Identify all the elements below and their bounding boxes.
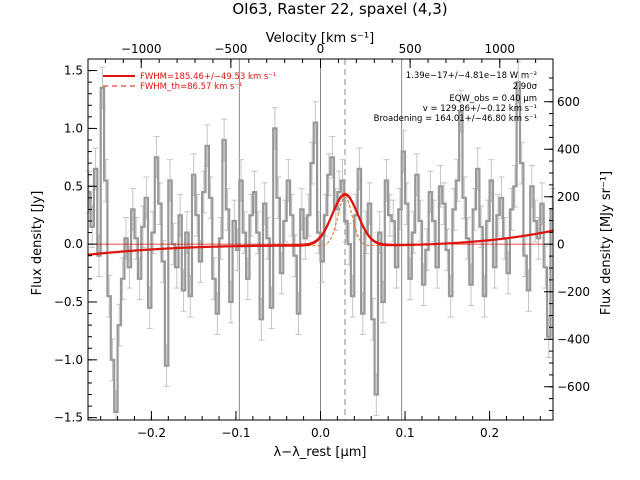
x-axis-label: λ−λ_rest [μm] (274, 445, 367, 460)
top-tick-label: −1000 (121, 42, 162, 56)
legend-label-theoretical: FWHM_th=86.57 km s⁻¹ (140, 82, 242, 92)
right-tick-label: −200 (557, 285, 590, 299)
right-tick-label: 400 (557, 142, 580, 156)
annotation-significance: 2.90σ (513, 82, 538, 92)
annotation-eqw: EQW_obs = 0.40 μm (449, 94, 537, 104)
right-axis-label: Flux density [MJy sr⁻¹] (599, 171, 614, 315)
y-tick-label: −1.0 (54, 353, 83, 367)
y-tick-label: 1.5 (64, 64, 83, 78)
right-tick-label: −400 (557, 332, 590, 346)
chart-title: OI63, Raster 22, spaxel (4,3) (232, 0, 447, 18)
x-tick-label: 0.0 (311, 426, 330, 440)
right-tick-label: 200 (557, 190, 580, 204)
x-tick-label: −0.2 (137, 426, 166, 440)
y-tick-label: 0.0 (64, 237, 83, 251)
x-tick-label: 0.1 (395, 426, 414, 440)
y-tick-label: −1.5 (54, 411, 83, 425)
legend: FWHM=185.46+/−49.53 km s⁻¹ FWHM_th=86.57… (103, 72, 276, 92)
top-tick-label: 0 (317, 42, 325, 56)
y-tick-label: 1.0 (64, 121, 83, 135)
plot-frame (87, 58, 554, 421)
top-tick-label: 500 (399, 42, 422, 56)
annotation-broadening: Broadening = 164.01+/−46.80 km s⁻¹ (374, 114, 537, 124)
data-spectrum (88, 81, 553, 413)
top-tick-label: 1000 (484, 42, 515, 56)
right-tick-label: 600 (557, 95, 580, 109)
legend-label-fit: FWHM=185.46+/−49.53 km s⁻¹ (140, 72, 276, 82)
fit-total (87, 193, 554, 256)
y-tick-label: 0.5 (64, 179, 83, 193)
annotation-flux: 1.39e−17+/−4.81e−18 W m⁻² (406, 71, 537, 81)
fit-annotations: 1.39e−17+/−4.81e−18 W m⁻² 2.90σ EQW_obs … (374, 71, 538, 124)
x-tick-label: 0.2 (480, 426, 499, 440)
x-tick-label: −0.1 (221, 426, 250, 440)
annotation-velocity: v = 129.86+/−0.12 km s⁻¹ (423, 104, 537, 114)
y-tick-label: −0.5 (54, 295, 83, 309)
right-tick-label: −600 (557, 380, 590, 394)
right-tick-label: 0 (557, 237, 565, 251)
top-axis-label: Velocity [km s⁻¹] (266, 31, 374, 46)
top-tick-label: −500 (214, 42, 247, 56)
y-axis-label: Flux density [Jy] (30, 191, 45, 296)
